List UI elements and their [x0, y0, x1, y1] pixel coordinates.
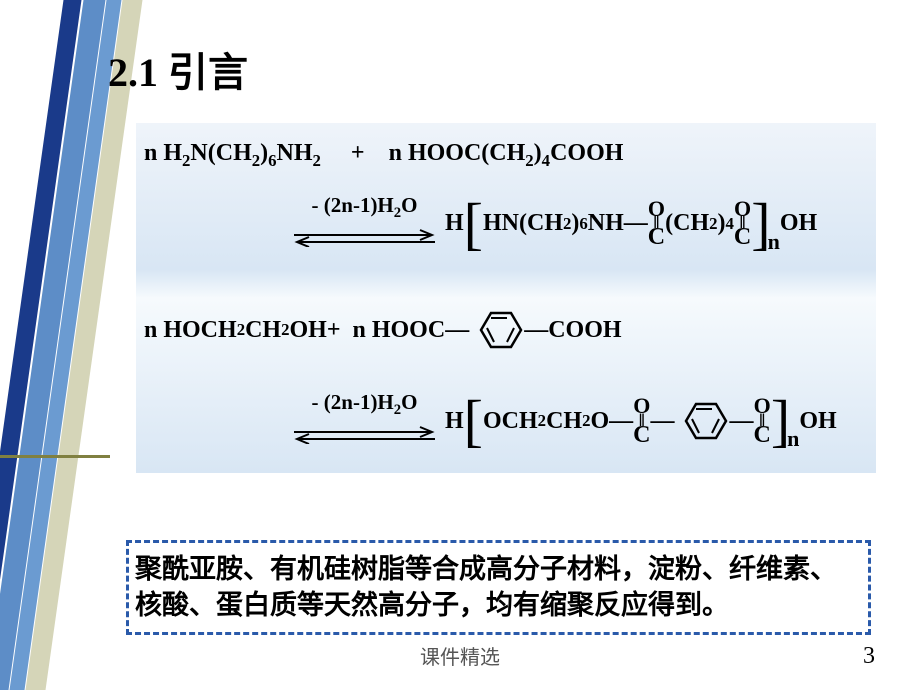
slide-content: 2.1 引言 n H2N(CH2)6NH2 + n HOOC(CH2)4COOH…	[108, 40, 898, 473]
p-sub: 2	[563, 213, 571, 235]
r2-txt: OH	[289, 315, 326, 346]
r2-sub: 2	[281, 319, 289, 341]
r2-txt: CH	[245, 315, 281, 346]
summary-text: 聚酰亚胺、有机硅树脂等合成高分子材料，淀粉、纤维素、核酸、蛋白质等天然高分子，均…	[135, 551, 862, 624]
equilibrium-arrow: - (2n-1)H2O	[292, 192, 437, 256]
p-txt: OH	[799, 406, 836, 437]
accent-line	[0, 455, 110, 458]
p-txt: H	[445, 208, 464, 239]
co-c: C	[753, 425, 770, 447]
p-sub: 2	[538, 410, 546, 432]
repeat-n: n	[768, 228, 780, 257]
elim-txt: O	[401, 390, 417, 414]
elim-txt: O	[401, 193, 417, 217]
carbonyl-group: O ‖ C	[633, 396, 650, 446]
r1-sub: 6	[268, 151, 276, 170]
side-stripe-decoration	[0, 0, 100, 690]
benzene-icon	[469, 306, 524, 354]
plus: +	[327, 315, 341, 346]
product1: H [ HN(CH2)6NH — O ‖ C (CH2)4 O ‖ C ]n O…	[445, 199, 817, 249]
p-txt: )	[571, 208, 579, 239]
eq-arrow-icon	[292, 426, 437, 444]
reaction1-product: - (2n-1)H2O H [ HN(CH2)6NH — O ‖ C (CH2)…	[144, 192, 868, 256]
bracket: [	[464, 201, 483, 247]
elim-txt: - (2n-1)H	[312, 193, 394, 217]
carbonyl-group: O ‖ C	[734, 199, 751, 249]
reaction1-reactants: n H2N(CH2)6NH2 + n HOOC(CH2)4COOH	[144, 138, 868, 172]
r1-txt: n H	[144, 140, 182, 166]
carbonyl-group: O ‖ C	[648, 199, 665, 249]
chemistry-panel: n H2N(CH2)6NH2 + n HOOC(CH2)4COOH - (2n-…	[136, 123, 876, 473]
r1-txt: )	[534, 140, 542, 166]
r1-txt: N(CH	[190, 140, 251, 166]
co-c: C	[633, 425, 650, 447]
elim-txt: - (2n-1)H	[312, 390, 394, 414]
p-txt: O	[590, 406, 609, 437]
r2-sub: 2	[237, 319, 245, 341]
p-sub: 2	[582, 410, 590, 432]
p-sub: 2	[709, 213, 717, 235]
summary-callout-box: 聚酰亚胺、有机硅树脂等合成高分子材料，淀粉、纤维素、核酸、蛋白质等天然高分子，均…	[126, 540, 871, 635]
section-title: 2.1 引言	[108, 40, 898, 98]
reaction2-reactants: n HOCH2CH2OH + n HOOC— —COOH	[144, 306, 868, 354]
r1-sub: 2	[252, 151, 260, 170]
p-txt: OH	[780, 208, 817, 239]
co-c: C	[648, 227, 665, 249]
p-sub: 4	[726, 213, 734, 235]
co-c: C	[734, 227, 751, 249]
p-txt: HN(CH	[483, 208, 563, 239]
reaction2-product: - (2n-1)H2O H [ OCH2CH2O — O ‖ C —	[144, 389, 868, 453]
r2-txt: n HOCH	[144, 315, 237, 346]
r1-txt: COOH	[550, 140, 623, 166]
p-sub: 6	[579, 213, 587, 235]
p-txt: H	[445, 406, 464, 437]
r1-sub: 2	[525, 151, 533, 170]
eq-arrow-icon	[292, 229, 437, 247]
p-txt: CH	[546, 406, 582, 437]
page-number: 3	[863, 643, 875, 670]
r1-sub: 2	[313, 151, 321, 170]
plus: +	[351, 140, 365, 166]
r1-txt: NH	[277, 140, 313, 166]
slide-footer: 课件精选	[0, 641, 920, 670]
r1-txt: )	[260, 140, 268, 166]
product2: H [ OCH2CH2O — O ‖ C — — O	[445, 396, 837, 446]
repeat-n: n	[787, 425, 799, 454]
bracket: [	[464, 398, 483, 444]
equilibrium-arrow: - (2n-1)H2O	[292, 389, 437, 453]
p-txt: OCH	[483, 406, 538, 437]
r1-sub: 4	[542, 151, 550, 170]
r2-txt: COOH	[548, 315, 621, 346]
r2-txt: n HOOC	[353, 315, 446, 346]
benzene-icon	[674, 397, 729, 445]
r1-txt: n HOOC(CH	[389, 140, 526, 166]
p-txt: NH	[588, 208, 624, 239]
carbonyl-group: O ‖ C	[753, 396, 770, 446]
